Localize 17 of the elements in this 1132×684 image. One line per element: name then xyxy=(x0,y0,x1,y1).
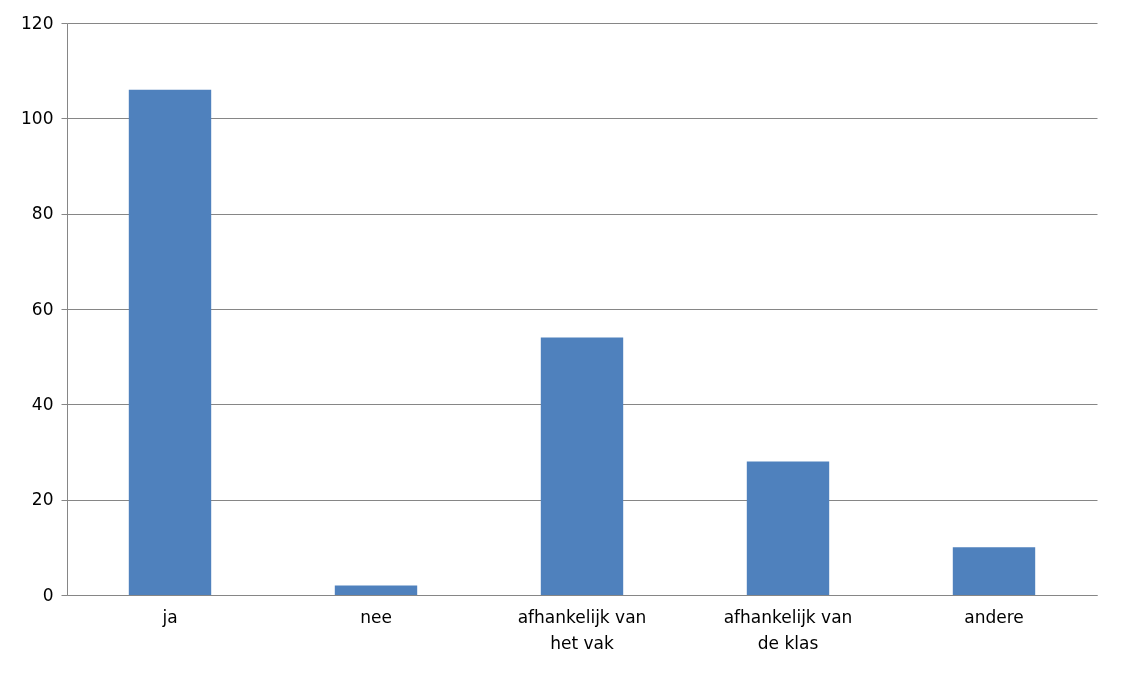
x-tick-label: afhankelijk van het vak xyxy=(517,606,647,653)
y-tick-label: 20 xyxy=(31,489,54,510)
bar xyxy=(746,461,830,595)
x-tick-label: andere xyxy=(964,606,1024,627)
y-tick-label: 100 xyxy=(21,107,54,128)
bar xyxy=(334,585,418,595)
bar xyxy=(952,547,1036,595)
x-tick-label: nee xyxy=(360,606,392,627)
y-tick-label: 80 xyxy=(31,203,54,224)
y-tick-label: 0 xyxy=(42,584,54,605)
bar xyxy=(540,337,624,595)
y-tick-label: 120 xyxy=(21,12,54,33)
y-tick-label: 40 xyxy=(31,393,54,414)
x-tick-label: ja xyxy=(161,606,178,627)
x-tick-label: afhankelijk van de klas xyxy=(723,606,853,653)
bar xyxy=(128,89,212,595)
y-tick-label: 60 xyxy=(31,298,54,319)
